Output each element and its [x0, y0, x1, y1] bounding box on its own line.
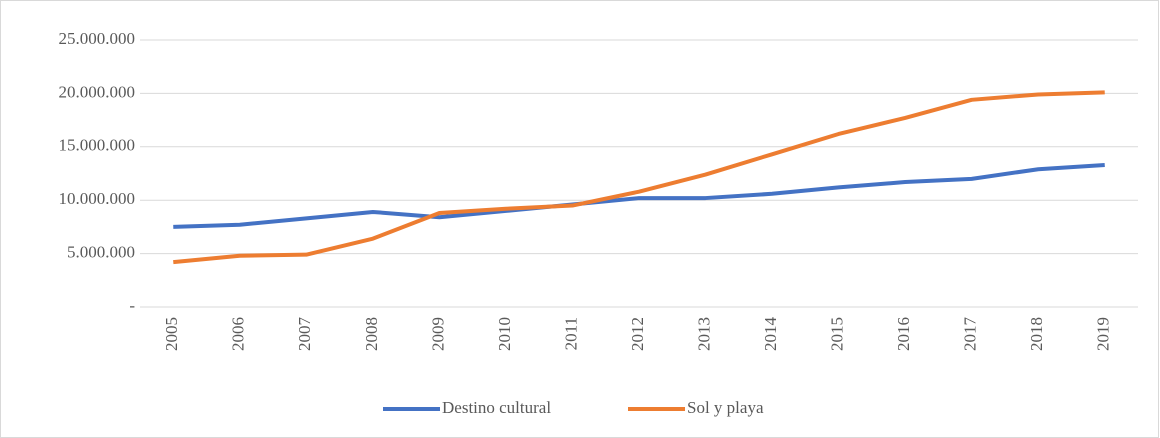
legend-label: Sol y playa — [687, 398, 764, 417]
x-tick-label: 2014 — [761, 317, 780, 352]
series-line — [173, 162, 1105, 229]
legend-label: Destino cultural — [442, 398, 551, 417]
x-tick-label: 2013 — [694, 317, 713, 351]
x-tick-label: 2007 — [295, 317, 314, 352]
x-tick-label: 2011 — [561, 317, 580, 350]
x-tick-label: 2010 — [495, 317, 514, 351]
series-line — [173, 90, 1105, 265]
x-tick-label: 2008 — [362, 317, 381, 351]
x-tick-label: 2015 — [828, 317, 847, 351]
y-tick-label: 5.000.000 — [67, 243, 135, 262]
y-tick-label: 15.000.000 — [59, 136, 136, 155]
y-tick-label: 10.000.000 — [59, 189, 136, 208]
y-tick-label: 20.000.000 — [59, 82, 136, 101]
x-tick-label: 2009 — [428, 317, 447, 351]
x-tick-label: 2016 — [894, 317, 913, 351]
x-tick-label: 2006 — [229, 317, 248, 351]
x-tick-label: 2005 — [162, 317, 181, 351]
x-tick-label: 2012 — [628, 317, 647, 351]
x-tick-label: 2019 — [1094, 317, 1113, 351]
x-tick-label: 2018 — [1027, 317, 1046, 351]
x-tick-label: 2017 — [961, 317, 980, 352]
y-tick-label: 25.000.000 — [59, 29, 136, 48]
y-tick-label: - — [129, 296, 135, 315]
